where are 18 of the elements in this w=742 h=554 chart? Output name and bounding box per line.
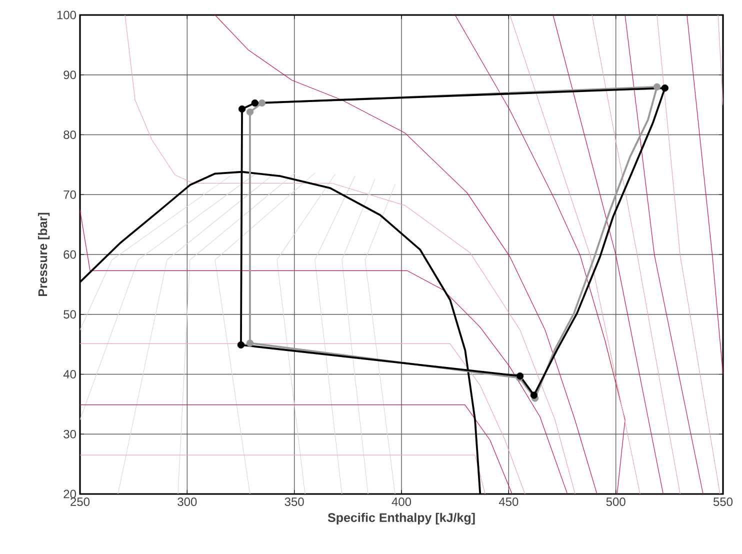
x-tick-label: 350	[284, 498, 304, 506]
y-tick-label: 50	[64, 310, 76, 319]
y-tick-label: 40	[63, 370, 76, 379]
x-tick-label: 250	[70, 498, 90, 506]
y-tick-label: 80	[64, 130, 76, 140]
x-tick-label: 550	[713, 498, 733, 506]
x-tick-label: 400	[392, 498, 412, 506]
y-tick-label: 20	[64, 490, 76, 498]
y-tick-label: 60	[64, 250, 76, 259]
x-tick-label: 450	[498, 498, 518, 506]
y-axis-title: Pressure [bar]	[38, 212, 50, 296]
y-tick-label: 70	[64, 190, 76, 199]
y-tick-label: 30	[64, 430, 76, 438]
x-tick-label: 500	[606, 498, 626, 506]
x-axis-title: Specific Enthalpy [kJ/kg]	[328, 512, 475, 525]
y-tick-label: 90	[64, 70, 76, 80]
x-tick-label: 300	[178, 498, 197, 506]
y-tick-label: 100	[57, 10, 76, 20]
